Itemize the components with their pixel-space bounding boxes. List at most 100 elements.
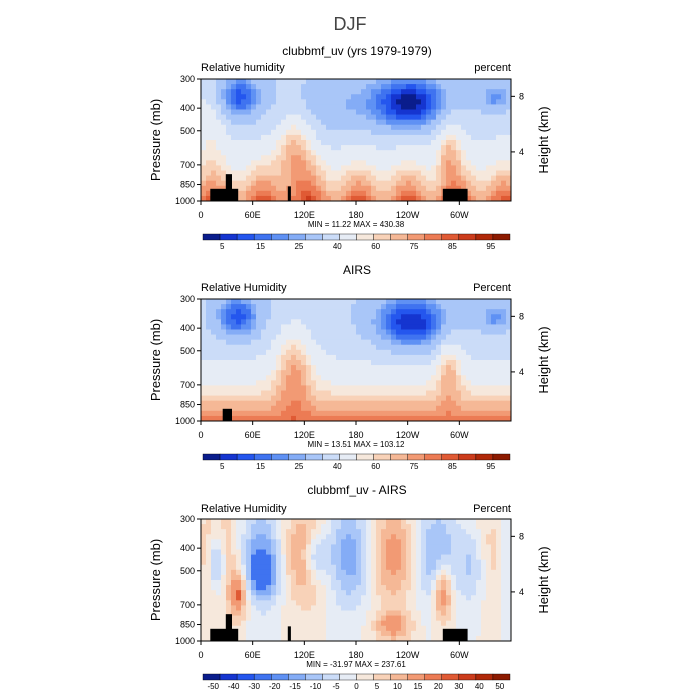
heatmap-cell — [356, 349, 362, 356]
heatmap-cell — [356, 354, 362, 361]
heatmap-cell — [351, 529, 357, 535]
heatmap-cell — [486, 590, 492, 596]
colorbar-label: -5 — [332, 682, 340, 691]
heatmap-cell — [451, 170, 457, 176]
heatmap-cell — [266, 630, 272, 637]
heatmap-cell — [261, 129, 267, 136]
heatmap-cell — [431, 314, 437, 320]
heatmap-cell — [476, 590, 482, 596]
heatmap-cell — [211, 89, 217, 95]
heatmap-cell — [271, 160, 277, 166]
heatmap-cell — [366, 600, 372, 606]
heatmap-cell — [366, 119, 372, 126]
heatmap-cell — [281, 145, 287, 151]
heatmap-cell — [401, 605, 407, 611]
heatmap-cell — [291, 119, 297, 126]
heatmap-cell — [416, 615, 422, 622]
heatmap-cell — [376, 524, 382, 530]
heatmap-cell — [351, 395, 357, 402]
heatmap-cell — [411, 580, 417, 586]
heatmap-cell — [226, 165, 232, 171]
heatmap-cell — [201, 140, 207, 146]
x-tick-label: 120E — [294, 210, 315, 220]
heatmap-cell — [501, 365, 507, 371]
heatmap-cell — [396, 324, 402, 330]
heatmap-cell — [326, 635, 332, 642]
heatmap-cell — [481, 190, 487, 197]
heatmap-cell — [251, 360, 257, 366]
heatmap-cell — [386, 109, 392, 115]
heatmap-cell — [361, 395, 367, 402]
heatmap-cell — [261, 365, 267, 371]
heatmap-cell — [291, 405, 297, 412]
heatmap-cell — [201, 630, 207, 637]
heatmap-cell — [281, 140, 287, 146]
heatmap-cell — [311, 299, 317, 305]
heatmap-cell — [436, 319, 442, 325]
heatmap-cell — [336, 615, 342, 622]
heatmap-cell — [346, 104, 352, 110]
heatmap-cell — [276, 380, 282, 386]
heatmap-cell — [286, 554, 292, 561]
heatmap-cell — [291, 109, 297, 115]
heatmap-cell — [206, 625, 212, 632]
heatmap-cell — [386, 309, 392, 315]
heatmap-cell — [261, 190, 267, 197]
heatmap-cell — [361, 304, 367, 310]
heatmap-cell — [291, 324, 297, 330]
heatmap-cell — [266, 124, 272, 131]
heatmap-cell — [341, 175, 347, 182]
heatmap-cell — [361, 524, 367, 530]
heatmap-cell — [436, 304, 442, 310]
heatmap-cell — [491, 299, 497, 305]
heatmap-cell — [281, 534, 287, 540]
heatmap-cell — [266, 94, 272, 100]
heatmap-cell — [321, 114, 327, 121]
heatmap-cell — [396, 559, 402, 566]
heatmap-cell — [261, 375, 267, 381]
heatmap-cell — [276, 354, 282, 361]
heatmap-cell — [316, 630, 322, 637]
heatmap-cell — [421, 349, 427, 356]
heatmap-cell — [231, 375, 237, 381]
heatmap-cell — [356, 134, 362, 141]
heatmap-cell — [446, 79, 452, 85]
heatmap-cell — [336, 354, 342, 361]
heatmap-cell — [436, 344, 442, 351]
heatmap-cell — [361, 344, 367, 351]
heatmap-cell — [386, 605, 392, 611]
heatmap-cell — [256, 390, 262, 396]
heatmap-cell — [251, 314, 257, 320]
heatmap-cell — [431, 370, 437, 376]
heatmap-cell — [336, 314, 342, 320]
heatmap-cell — [426, 390, 432, 396]
heatmap-cell — [211, 585, 217, 591]
heatmap-cell — [266, 140, 272, 146]
heatmap-cell — [366, 615, 372, 622]
heatmap-cell — [251, 580, 257, 586]
heatmap-cell — [301, 519, 307, 525]
heatmap-cell — [306, 400, 312, 407]
heatmap-cell — [231, 170, 237, 176]
heatmap-cell — [236, 124, 242, 131]
heatmap-cell — [471, 334, 477, 341]
heatmap-cell — [266, 145, 272, 151]
heatmap-cell — [426, 375, 432, 381]
heatmap-cell — [236, 334, 242, 341]
heatmap-cell — [371, 615, 377, 622]
heatmap-cell — [396, 390, 402, 396]
heatmap-cell — [301, 574, 307, 581]
heatmap-cell — [241, 630, 247, 637]
heatmap-cell — [291, 129, 297, 136]
heatmap-cell — [456, 600, 462, 606]
heatmap-cell — [441, 544, 447, 550]
heatmap-cell — [231, 319, 237, 325]
heatmap-cell — [246, 190, 252, 197]
heatmap-cell — [276, 129, 282, 136]
heatmap-cell — [296, 155, 302, 161]
heatmap-cell — [471, 554, 477, 561]
heatmap-cell — [421, 635, 427, 642]
heatmap-cell — [306, 370, 312, 376]
heatmap-cell — [221, 104, 227, 110]
